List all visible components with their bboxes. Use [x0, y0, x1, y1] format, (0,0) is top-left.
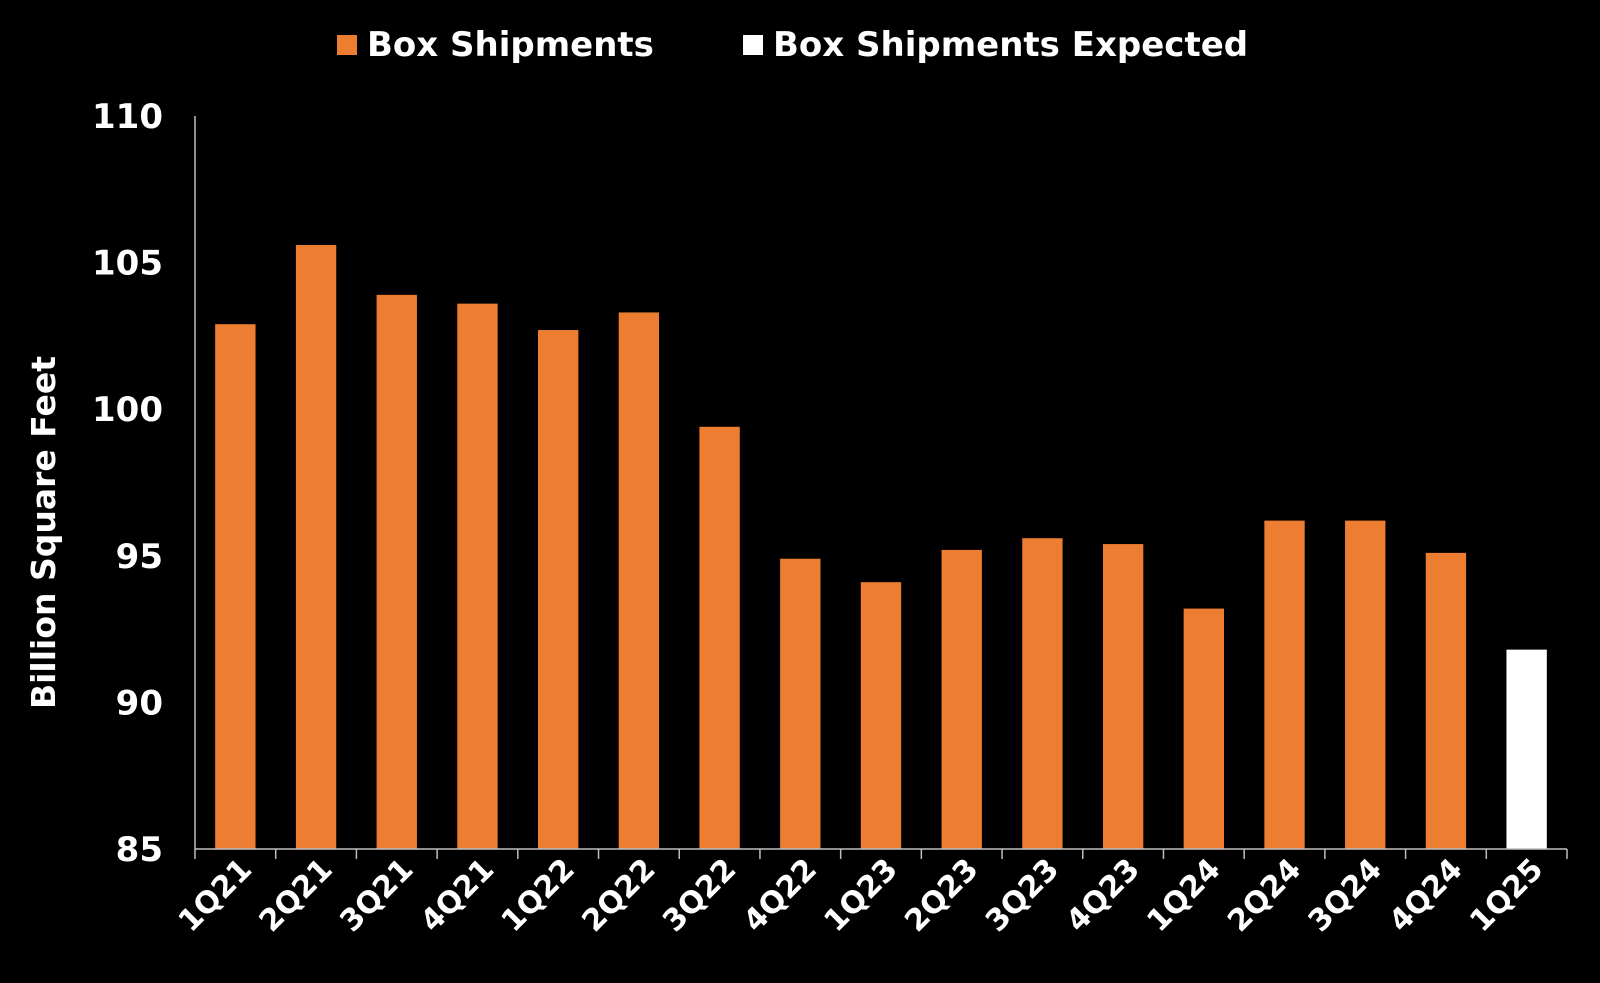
x-tick-label: 3Q23	[979, 852, 1066, 939]
bar-box-shipments-1q22	[538, 330, 579, 849]
x-tick-label: 3Q21	[333, 852, 420, 939]
legend-swatch	[743, 35, 763, 55]
bar-box-shipments-2q24	[1264, 520, 1305, 849]
bar-box-shipments-3q24	[1345, 520, 1386, 849]
x-tick-label: 4Q24	[1383, 852, 1470, 939]
bar-box-shipments-2q21	[295, 245, 337, 849]
legend: Box Shipments Box Shipments Expected	[337, 25, 1248, 65]
x-tick-label: 1Q21	[172, 852, 259, 939]
bar-box-shipments-4q21	[457, 303, 498, 849]
x-tick-label: 2Q22	[575, 852, 662, 939]
x-tick-label: 2Q21	[253, 852, 340, 939]
legend-label-box-shipments: Box Shipments	[367, 25, 654, 65]
y-axis: 85 90 95 100 105 110	[92, 97, 196, 870]
y-tick-label: 110	[92, 97, 163, 137]
x-axis: 1Q212Q213Q214Q211Q222Q223Q224Q221Q232Q23…	[172, 848, 1568, 939]
x-tick-label: 4Q21	[414, 852, 501, 939]
x-tick-label: 2Q23	[898, 852, 985, 939]
y-tick-label: 85	[116, 830, 163, 870]
bar-box-shipments-4q23	[1102, 544, 1144, 849]
x-tick-label: 1Q23	[818, 852, 905, 939]
x-tick-label: 2Q24	[1221, 852, 1308, 939]
bar-box-shipments-2q23	[941, 549, 982, 849]
bar-box-shipments-expected-1q25	[1506, 649, 1547, 849]
x-tick-label: 3Q22	[656, 852, 743, 939]
bar-box-shipments-4q24	[1425, 552, 1467, 849]
bar-box-shipments-1q24	[1183, 608, 1224, 849]
bar-box-shipments-1q21	[215, 324, 256, 849]
legend-swatch	[337, 35, 357, 55]
y-tick-label: 90	[116, 683, 163, 723]
x-tick-label: 1Q25	[1463, 852, 1550, 939]
y-axis-label: Billion Square Feet	[24, 356, 63, 709]
x-tick-label: 1Q24	[1140, 852, 1227, 939]
y-tick-label: 95	[116, 537, 163, 577]
bar-box-shipments-3q23	[1022, 538, 1063, 849]
bar-box-shipments-2q22	[618, 312, 660, 850]
legend-label-box-shipments-expected: Box Shipments Expected	[773, 25, 1248, 65]
bar-box-shipments-1q23	[860, 582, 902, 849]
bar-box-shipments-3q22	[699, 426, 740, 849]
bar-box-shipments-4q22	[780, 558, 821, 849]
y-tick-label: 100	[92, 390, 163, 430]
bars	[215, 245, 1547, 850]
x-tick-label: 1Q22	[495, 852, 582, 939]
x-tick-label: 4Q22	[737, 852, 824, 939]
x-tick-label: 4Q23	[1060, 852, 1147, 939]
x-tick-label: 3Q24	[1302, 852, 1389, 939]
bar-box-shipments-3q21	[376, 294, 417, 849]
y-tick-label: 105	[92, 244, 163, 284]
